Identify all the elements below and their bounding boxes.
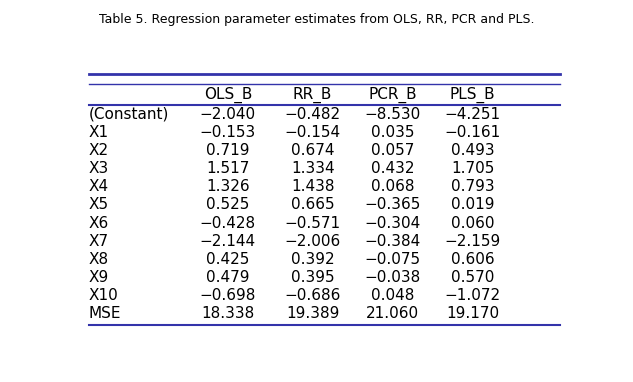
Text: X3: X3 [89,161,109,176]
Text: 0.060: 0.060 [451,215,494,230]
Text: 0.392: 0.392 [291,252,334,267]
Text: 0.793: 0.793 [451,179,494,194]
Text: −0.075: −0.075 [365,252,421,267]
Text: X5: X5 [89,197,109,212]
Text: MSE: MSE [89,306,122,321]
Text: −0.161: −0.161 [444,125,501,140]
Text: −0.038: −0.038 [365,270,421,285]
Text: −0.571: −0.571 [285,215,341,230]
Text: 0.048: 0.048 [371,288,415,303]
Text: 0.719: 0.719 [206,143,249,158]
Text: 0.570: 0.570 [451,270,494,285]
Text: −0.384: −0.384 [365,234,421,249]
Text: −2.006: −2.006 [284,234,341,249]
Text: −0.428: −0.428 [200,215,256,230]
Text: 19.170: 19.170 [446,306,499,321]
Text: −8.530: −8.530 [365,107,421,122]
Text: 1.705: 1.705 [451,161,494,176]
Text: 0.019: 0.019 [451,197,494,212]
Text: −0.154: −0.154 [285,125,341,140]
Text: PLS_B: PLS_B [450,87,496,103]
Text: X1: X1 [89,125,109,140]
Text: 1.326: 1.326 [206,179,249,194]
Text: X8: X8 [89,252,109,267]
Text: 21.060: 21.060 [366,306,419,321]
Text: X4: X4 [89,179,109,194]
Text: 19.389: 19.389 [286,306,339,321]
Text: 0.068: 0.068 [371,179,415,194]
Text: Table 5. Regression parameter estimates from OLS, RR, PCR and PLS.: Table 5. Regression parameter estimates … [99,13,534,26]
Text: −0.686: −0.686 [284,288,341,303]
Text: (Constant): (Constant) [89,107,169,122]
Text: −1.072: −1.072 [445,288,501,303]
Text: −0.365: −0.365 [365,197,421,212]
Text: 0.674: 0.674 [291,143,334,158]
Text: 0.493: 0.493 [451,143,494,158]
Text: 0.432: 0.432 [371,161,415,176]
Text: X2: X2 [89,143,109,158]
Text: X6: X6 [89,215,109,230]
Text: 1.438: 1.438 [291,179,334,194]
Text: X9: X9 [89,270,109,285]
Text: 0.035: 0.035 [371,125,415,140]
Text: 0.425: 0.425 [206,252,249,267]
Text: −0.482: −0.482 [285,107,341,122]
Text: −2.040: −2.040 [200,107,256,122]
Text: 0.665: 0.665 [291,197,334,212]
Text: −0.153: −0.153 [200,125,256,140]
Text: 0.479: 0.479 [206,270,249,285]
Text: −2.144: −2.144 [200,234,256,249]
Text: PCR_B: PCR_B [368,87,417,103]
Text: −0.698: −0.698 [199,288,256,303]
Text: −2.159: −2.159 [444,234,501,249]
Text: 18.338: 18.338 [201,306,254,321]
Text: 0.525: 0.525 [206,197,249,212]
Text: X7: X7 [89,234,109,249]
Text: 0.057: 0.057 [371,143,415,158]
Text: 1.334: 1.334 [291,161,334,176]
Text: 0.395: 0.395 [291,270,334,285]
Text: 1.517: 1.517 [206,161,249,176]
Text: RR_B: RR_B [293,87,332,103]
Text: OLS_B: OLS_B [204,87,252,103]
Text: −4.251: −4.251 [445,107,501,122]
Text: X10: X10 [89,288,118,303]
Text: −0.304: −0.304 [365,215,421,230]
Text: 0.606: 0.606 [451,252,494,267]
